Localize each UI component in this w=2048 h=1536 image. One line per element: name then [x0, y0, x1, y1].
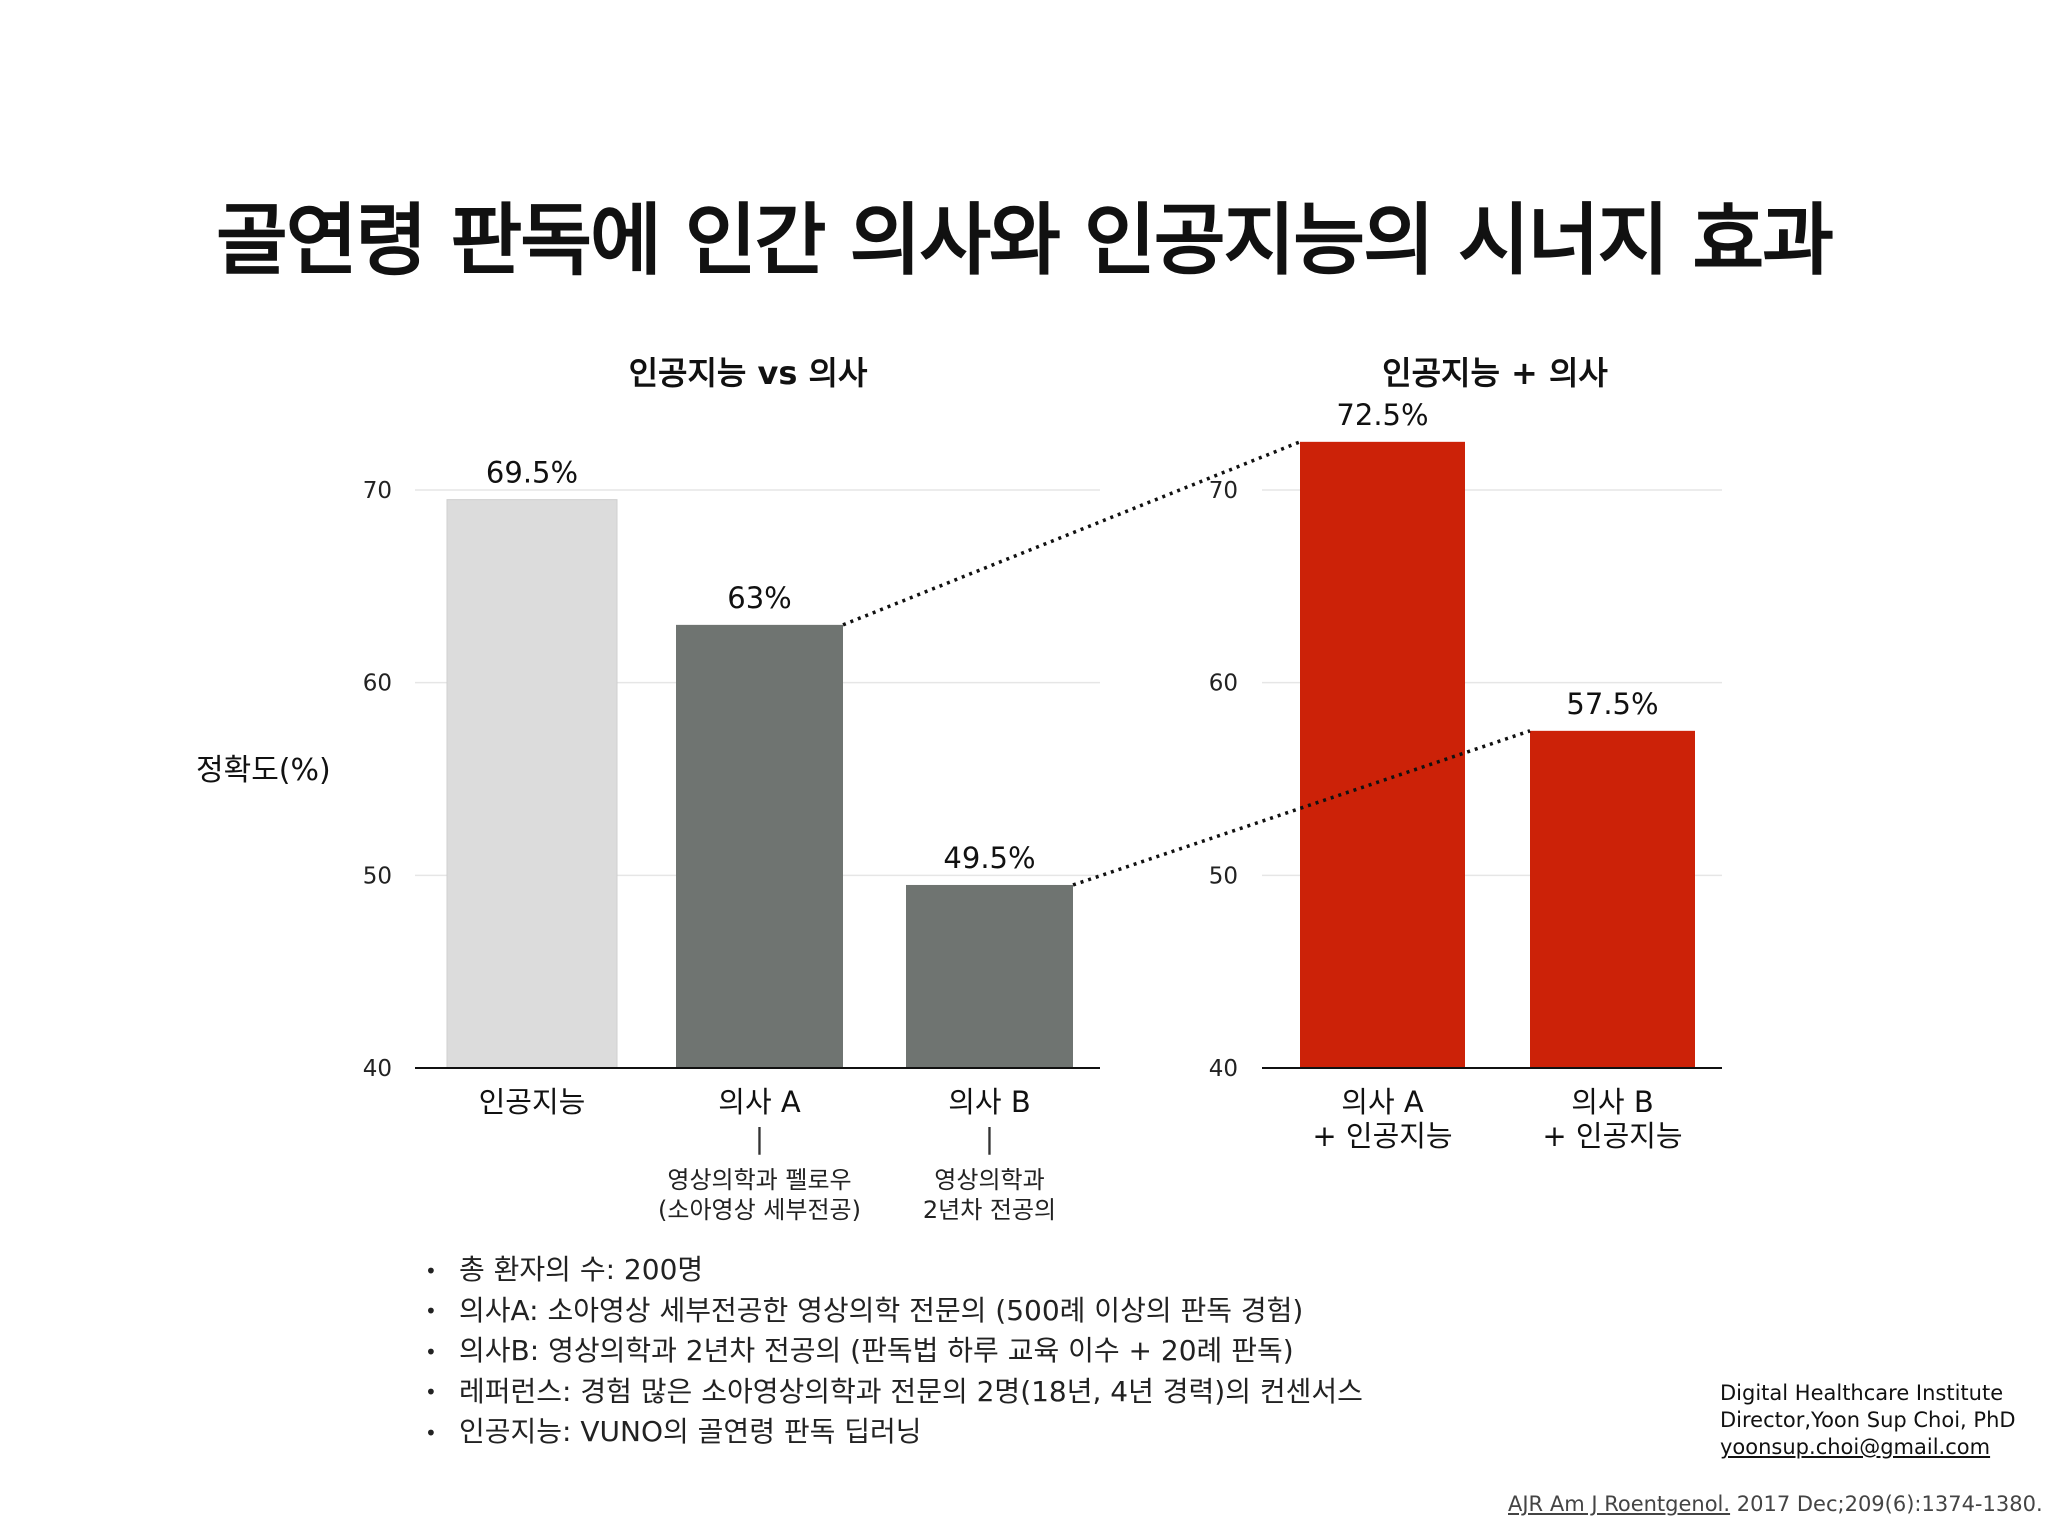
note-item: • 인공지능: VUNO의 골연령 판독 딥러닝: [425, 1415, 922, 1448]
connector-mark: |: [985, 1122, 994, 1155]
y-tick-label: 70: [1209, 478, 1238, 504]
author-credit: Digital Healthcare Institute Director,Yo…: [1720, 1380, 2016, 1461]
note-item: • 의사B: 영상의학과 2년차 전공의 (판독법 하루 교육 이수 + 20례 …: [425, 1334, 1294, 1367]
director-name: Director,Yoon Sup Choi, PhD: [1720, 1408, 2016, 1432]
note-item: • 총 환자의 수: 200명: [425, 1253, 704, 1286]
category-sublabel: (소아영상 세부전공): [658, 1196, 861, 1224]
data-label: 57.5%: [1566, 687, 1658, 721]
y-tick-label: 40: [363, 1056, 392, 1082]
y-tick-label: 70: [363, 478, 392, 504]
institute-name: Digital Healthcare Institute: [1720, 1381, 2004, 1405]
notes-list: • 총 환자의 수: 200명 • 의사A: 소아영상 세부전공한 영상의학 전문의…: [425, 1250, 1363, 1453]
category-label: 의사 B: [1571, 1085, 1653, 1119]
category-label: 의사 A: [718, 1085, 801, 1119]
category-label: 인공지능: [479, 1085, 586, 1119]
bar: [676, 624, 843, 1068]
category-sublabel: 영상의학과 펠로우: [667, 1166, 851, 1194]
y-tick-label: 50: [363, 863, 392, 889]
data-label: 69.5%: [486, 456, 578, 490]
category-label: + 인공지능: [1542, 1119, 1682, 1153]
y-tick-label: 50: [1209, 863, 1238, 889]
chart-title: 인공지능 vs 의사: [629, 354, 868, 392]
author-email-link[interactable]: yoonsup.choi@gmail.com: [1720, 1435, 1991, 1459]
bar: [1530, 730, 1695, 1068]
page-title: 골연령 판독에 인간 의사와 인공지능의 시너지 효과: [216, 196, 1834, 286]
category-label: 의사 A: [1341, 1085, 1424, 1119]
y-axis-label: 정확도(%): [196, 753, 331, 788]
connector-line: [842, 440, 1301, 627]
y-tick-label: 60: [363, 671, 392, 697]
data-label: 72.5%: [1336, 398, 1428, 432]
citation: AJR Am J Roentgenol. 2017 Dec;209(6):137…: [1508, 1492, 2043, 1516]
citation-details: 2017 Dec;209(6):1374-1380.: [1730, 1492, 2043, 1516]
category-label: 의사 B: [948, 1085, 1030, 1119]
connector-mark: |: [755, 1122, 764, 1155]
note-item: • 의사A: 소아영상 세부전공한 영상의학 전문의 (500례 이상의 판독 경…: [425, 1293, 1304, 1327]
connector-line: [1072, 729, 1531, 887]
data-label: 63%: [727, 581, 791, 615]
y-tick-label: 40: [1209, 1056, 1238, 1082]
data-label: 49.5%: [943, 841, 1035, 875]
note-item: • 레퍼런스: 경험 많은 소아영상의학과 전문의 2명(18년, 4년 경력)의…: [425, 1374, 1363, 1408]
y-tick-label: 60: [1209, 671, 1238, 697]
bar: [446, 499, 618, 1069]
bar: [1300, 441, 1465, 1068]
chart-title: 인공지능 + 의사: [1382, 354, 1608, 392]
category-sublabel: 영상의학과: [934, 1166, 1044, 1194]
category-label: + 인공지능: [1312, 1119, 1452, 1153]
bar: [906, 884, 1073, 1068]
journal-link[interactable]: AJR Am J Roentgenol.: [1508, 1492, 1731, 1516]
category-sublabel: 2년차 전공의: [923, 1196, 1056, 1224]
